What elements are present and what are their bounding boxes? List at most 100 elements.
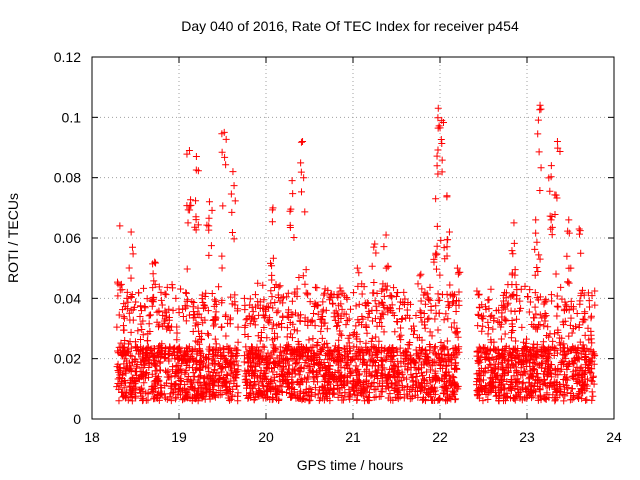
data-point — [432, 302, 440, 310]
data-point — [366, 357, 374, 365]
data-point — [305, 397, 313, 405]
data-point — [203, 386, 211, 394]
data-point — [412, 311, 420, 319]
data-point — [449, 373, 457, 381]
data-point — [444, 303, 452, 311]
data-point — [353, 343, 361, 351]
data-point — [442, 369, 450, 377]
data-point — [117, 280, 125, 288]
data-point — [390, 284, 398, 292]
data-point — [532, 229, 540, 237]
data-point — [560, 358, 568, 366]
data-point — [584, 324, 592, 332]
data-point — [356, 355, 364, 363]
data-point — [179, 357, 187, 365]
data-point — [386, 304, 394, 312]
data-point — [546, 212, 554, 220]
data-point — [218, 323, 226, 331]
data-point — [197, 314, 205, 322]
data-point — [497, 335, 505, 343]
data-point — [417, 313, 425, 321]
data-point — [451, 291, 459, 299]
data-point — [135, 375, 143, 383]
data-point — [568, 385, 576, 393]
data-point — [155, 283, 163, 291]
data-point — [266, 314, 274, 322]
data-point — [325, 386, 333, 394]
data-point — [367, 337, 375, 345]
data-point — [524, 350, 532, 358]
data-point — [289, 320, 297, 328]
data-point — [131, 355, 139, 363]
data-point — [128, 243, 136, 251]
data-point — [194, 221, 202, 229]
data-point — [440, 351, 448, 359]
data-point — [534, 369, 542, 377]
data-point — [513, 292, 521, 300]
data-point — [251, 321, 259, 329]
data-point — [540, 367, 548, 375]
data-point — [365, 309, 373, 317]
data-point — [158, 301, 166, 309]
data-point — [344, 379, 352, 387]
data-point — [432, 265, 440, 273]
data-point — [267, 287, 275, 295]
data-point — [232, 382, 240, 390]
data-point — [525, 375, 533, 383]
data-point — [540, 322, 548, 330]
data-point — [115, 311, 123, 319]
data-point — [534, 130, 542, 138]
data-point — [379, 377, 387, 385]
data-point — [485, 324, 493, 332]
data-point — [482, 383, 490, 391]
data-point — [431, 387, 439, 395]
data-point — [277, 352, 285, 360]
data-point — [315, 351, 323, 359]
data-point — [207, 242, 215, 250]
data-point — [248, 347, 256, 355]
data-point — [233, 382, 241, 390]
data-point — [191, 314, 199, 322]
data-point — [554, 371, 562, 379]
data-point — [288, 390, 296, 398]
data-point — [153, 375, 161, 383]
data-point — [532, 350, 540, 358]
data-point — [348, 355, 356, 363]
data-point — [421, 324, 429, 332]
data-point — [182, 317, 190, 325]
data-point — [478, 327, 486, 335]
data-point — [222, 161, 230, 169]
data-point — [412, 377, 420, 385]
data-point — [289, 311, 297, 319]
data-point — [242, 316, 250, 324]
y-tick-label: 0.06 — [54, 230, 81, 246]
data-point — [230, 360, 238, 368]
data-point — [455, 301, 463, 309]
data-point — [565, 279, 573, 287]
data-point — [120, 300, 128, 308]
data-point — [326, 354, 334, 362]
data-point — [129, 250, 137, 258]
data-point — [426, 283, 434, 291]
data-point — [578, 385, 586, 393]
data-point — [424, 294, 432, 302]
data-point — [347, 305, 355, 313]
data-point — [287, 330, 295, 338]
data-point — [331, 342, 339, 350]
data-point — [269, 341, 277, 349]
data-point — [336, 351, 344, 359]
data-point — [276, 282, 284, 290]
data-point — [514, 383, 522, 391]
data-point — [311, 283, 319, 291]
data-point — [503, 377, 511, 385]
data-point — [269, 304, 277, 312]
data-point — [211, 296, 219, 304]
data-point — [537, 378, 545, 386]
data-point — [491, 369, 499, 377]
data-point — [373, 307, 381, 315]
data-point — [494, 318, 502, 326]
data-point — [554, 329, 562, 337]
data-point — [450, 378, 458, 386]
data-point — [534, 116, 542, 124]
data-point — [196, 394, 204, 402]
